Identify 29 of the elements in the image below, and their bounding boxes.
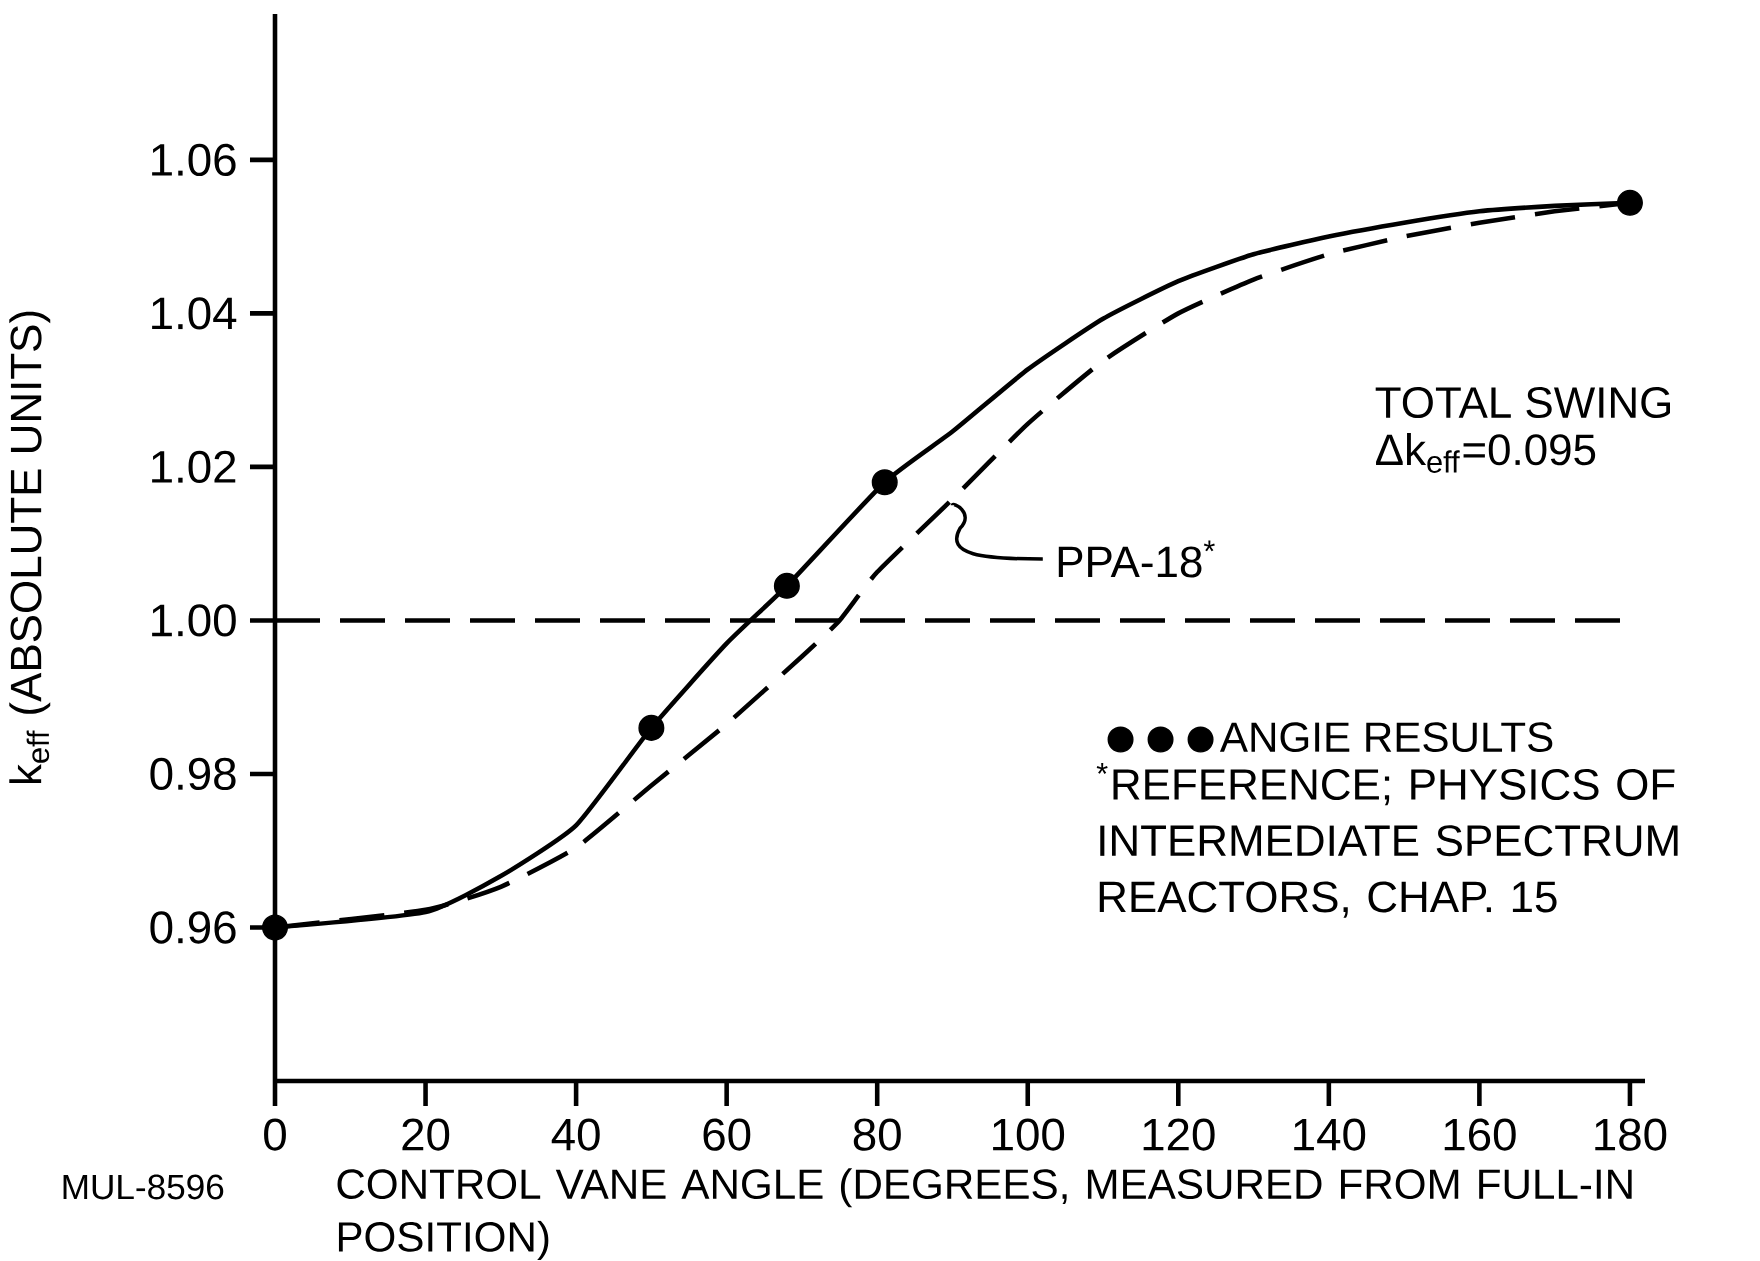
x-tick-label: 0	[264, 1118, 286, 1151]
x-tick-label: 180	[1595, 1118, 1667, 1151]
legend-label: ANGIE RESULTS	[1219, 722, 1553, 753]
point	[1616, 189, 1643, 216]
annotation: Δk$_{eff}$=0.095	[1376, 433, 1596, 473]
x-tick-label: 40	[551, 1118, 600, 1151]
x-tick-label: 20	[402, 1118, 450, 1151]
x-tick-label: 60	[703, 1118, 751, 1151]
y-tick-label: 0.98	[150, 757, 236, 791]
annotation: $^{*}$REFERENCE; PHYSICS OF INTERMEDIATE SPECTRUM REACTORS, CHAP. 15	[1096, 763, 1678, 918]
x-tick-label: 80	[853, 1118, 901, 1151]
y-tick-label: 1.06	[152, 143, 236, 177]
x-tick-label: 140	[1294, 1118, 1366, 1151]
point	[773, 572, 800, 599]
point	[871, 469, 898, 496]
point	[261, 914, 289, 941]
annotation: TOTAL SWING	[1375, 387, 1670, 419]
point	[638, 714, 665, 741]
x-axis-title: CONTROL VANE ANGLE (DEGREES, MEASURED FROM FULL-IN POSITION)	[337, 1168, 1632, 1261]
text: MUL-8596	[63, 1174, 224, 1200]
x-tick-label: 160	[1444, 1118, 1516, 1151]
y-tick-label: 1.02	[152, 450, 236, 484]
y-tick-label: 1.04	[152, 297, 237, 330]
y-tick-label: 0.96	[150, 911, 236, 944]
y-tick-label: 1.00	[152, 604, 236, 637]
annotation: PPA-18$^{*}$	[1058, 540, 1215, 578]
x-tick-label: 120	[1143, 1118, 1215, 1151]
y-axis-title: k$_{eff}$ (ABSOLUTE UNITS)	[9, 311, 51, 784]
x-tick-label: 100	[993, 1118, 1065, 1151]
